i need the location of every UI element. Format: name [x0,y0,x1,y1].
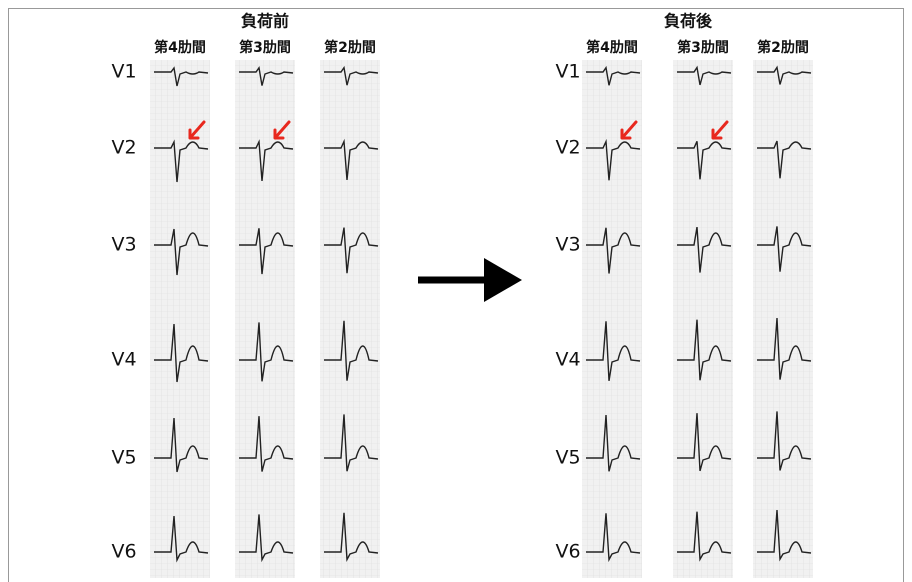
panel-title: 負荷後 [664,12,713,31]
ecg-strip [150,60,210,578]
lead-label: V4 [555,349,580,371]
lead-label: V4 [111,349,136,371]
panel-title: 負荷前 [241,12,289,31]
lead-label: V3 [555,234,580,256]
column-header: 第2肋間 [757,39,809,56]
lead-label: V6 [555,541,580,563]
column-header: 第4肋間 [154,39,206,56]
lead-label: V1 [111,61,136,83]
lead-label: V3 [111,234,136,256]
lead-label: V6 [111,541,136,563]
column-header: 第4肋間 [586,39,638,56]
column-header: 第3肋間 [239,39,291,56]
lead-label: V2 [555,137,580,159]
lead-label: V2 [111,137,136,159]
lead-label: V5 [555,447,580,469]
ecg-strip [235,60,295,578]
ecg-strip [582,60,642,578]
figure: 負荷前第4肋間 第3肋間 第2肋間 V1 V2 V3 V4 V5 V6 負荷後第4肋間 第3肋間 第2… [0,0,912,582]
ecg-strip [673,60,733,578]
column-header: 第3肋間 [677,39,729,56]
lead-label: V5 [111,447,136,469]
ecg-strip [753,60,813,578]
ecg-strip [320,60,380,578]
arrow [418,258,522,302]
column-header: 第2肋間 [324,39,376,56]
lead-label: V1 [555,61,580,83]
